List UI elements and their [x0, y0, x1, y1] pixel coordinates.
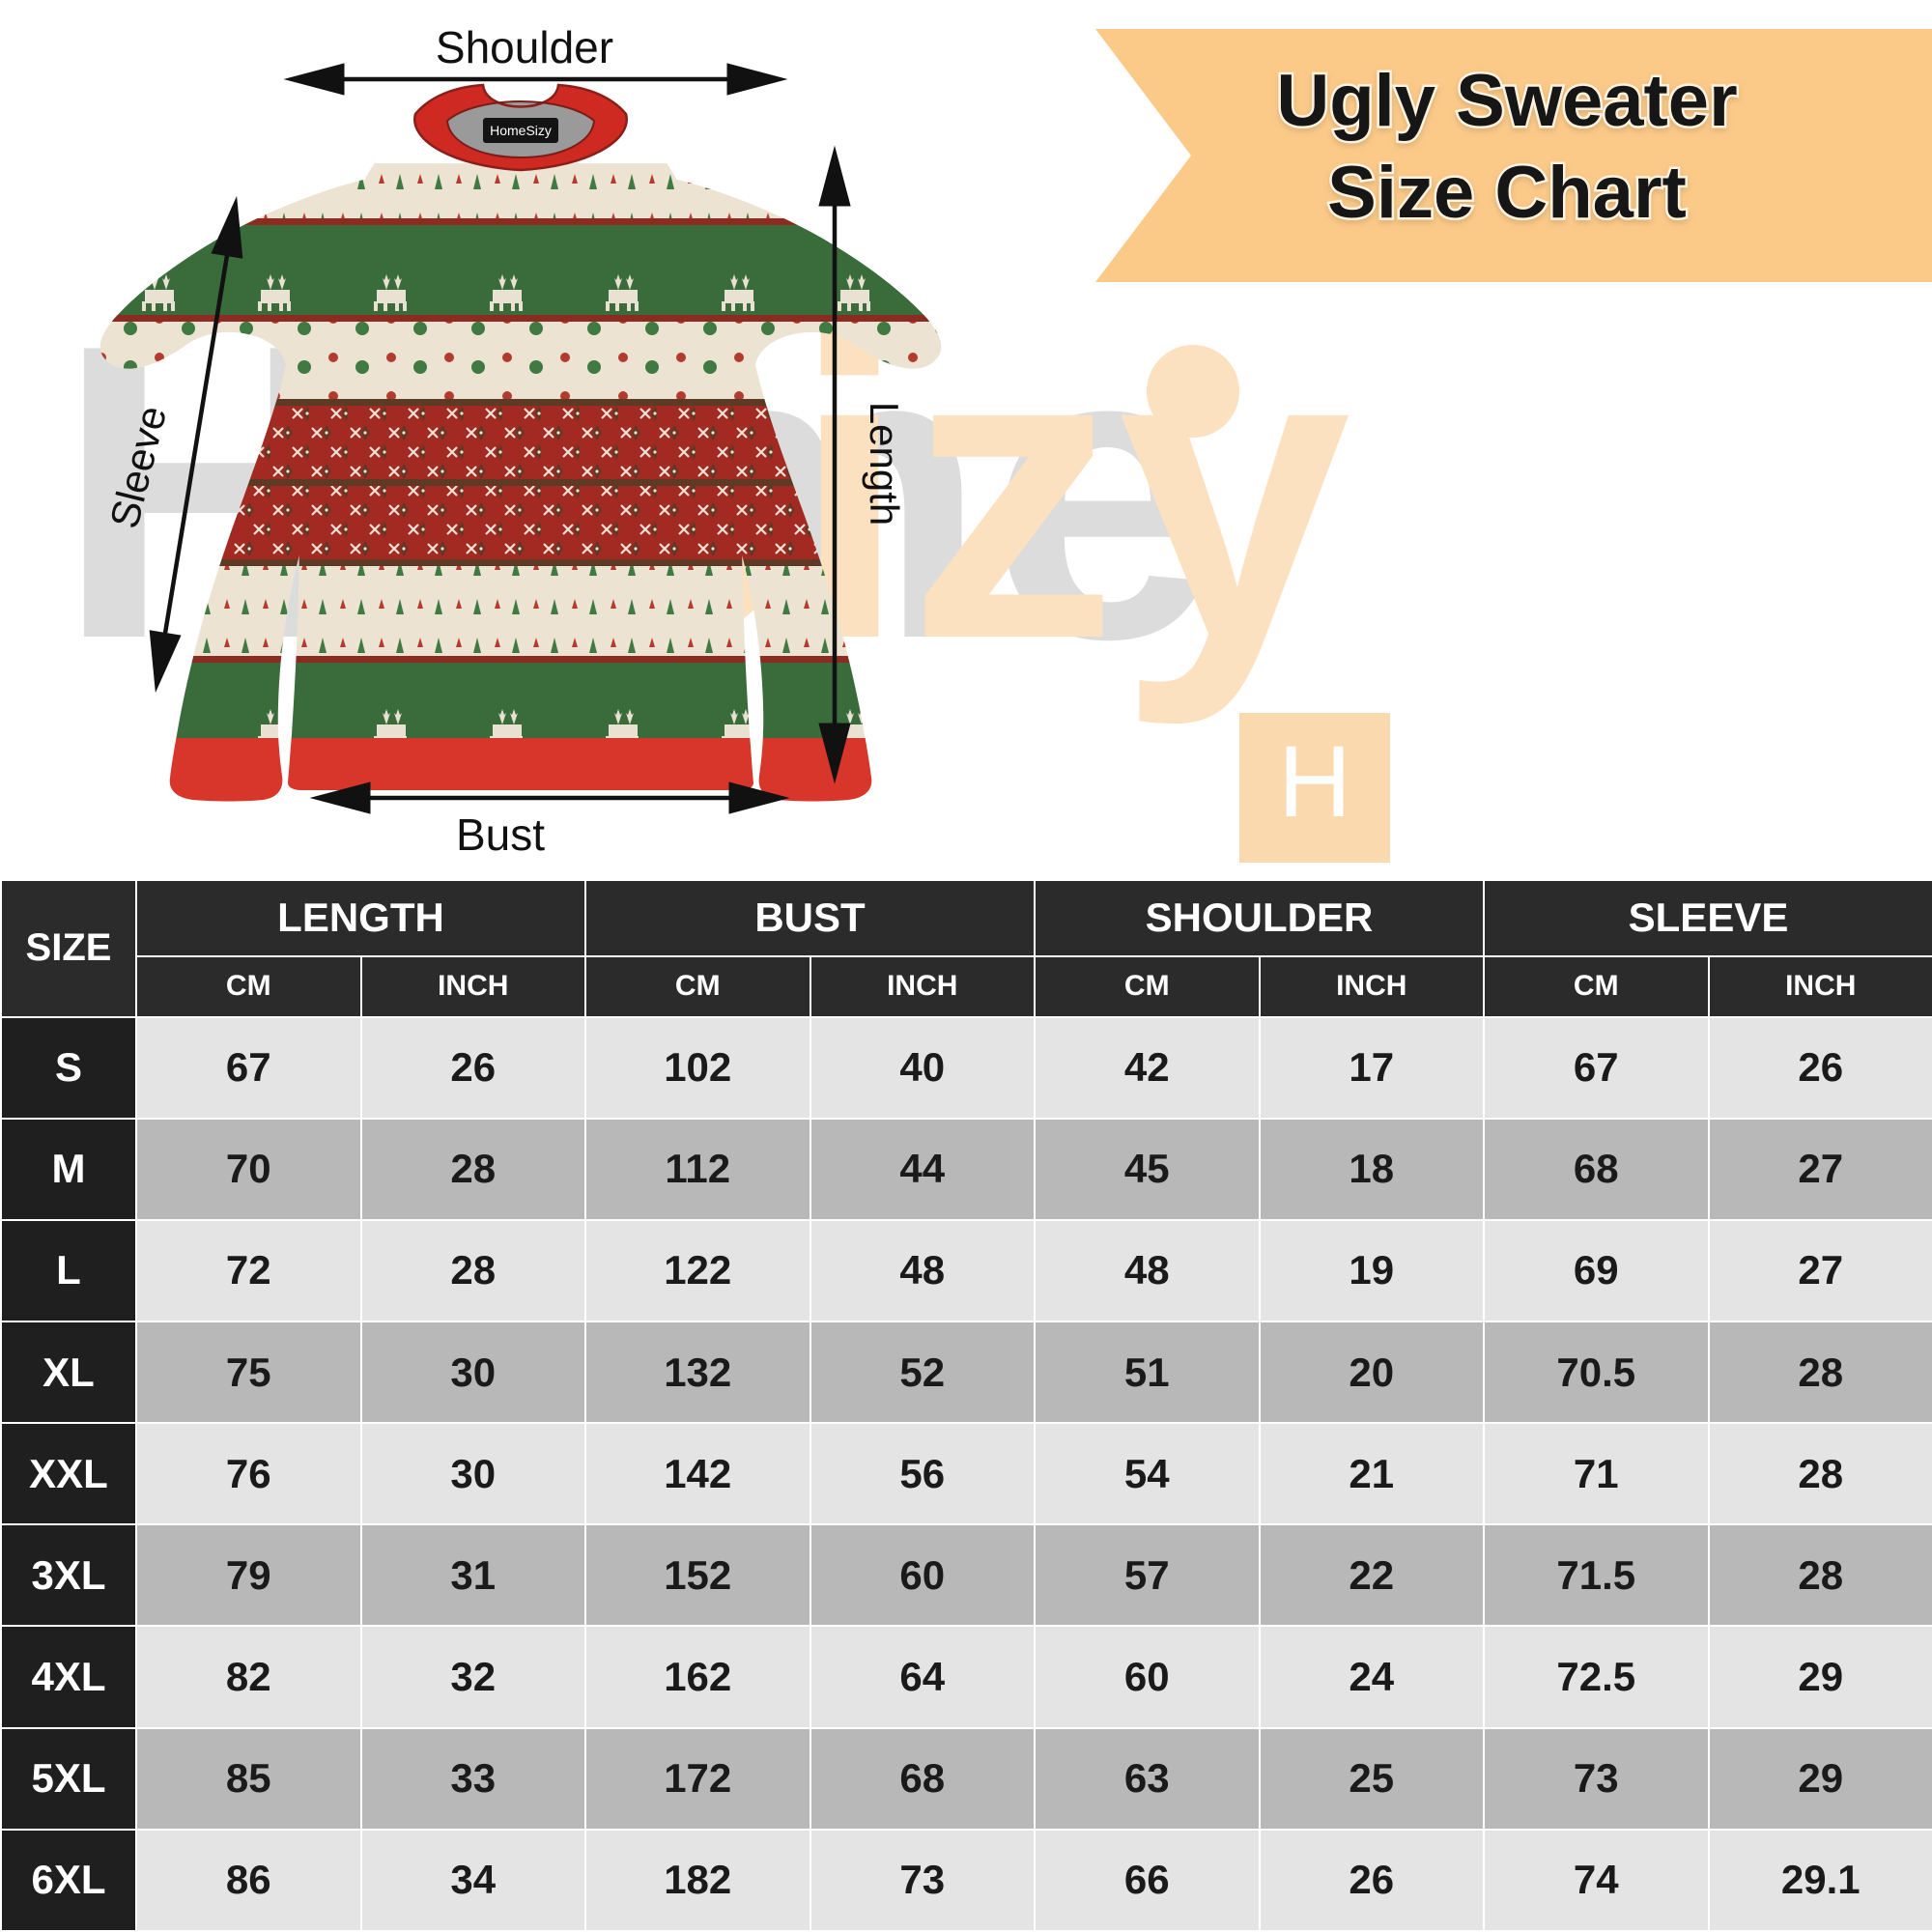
- svg-text:Size Chart: Size Chart: [1327, 152, 1687, 234]
- svg-text:Ugly Sweater: Ugly Sweater: [1276, 60, 1737, 142]
- svg-text:Length: Length: [862, 402, 907, 526]
- svg-text:H: H: [1278, 725, 1351, 838]
- svg-text:Shoulder: Shoulder: [436, 22, 613, 72]
- svg-text:Bust: Bust: [456, 810, 545, 860]
- svg-text:Sleeve: Sleeve: [101, 402, 176, 533]
